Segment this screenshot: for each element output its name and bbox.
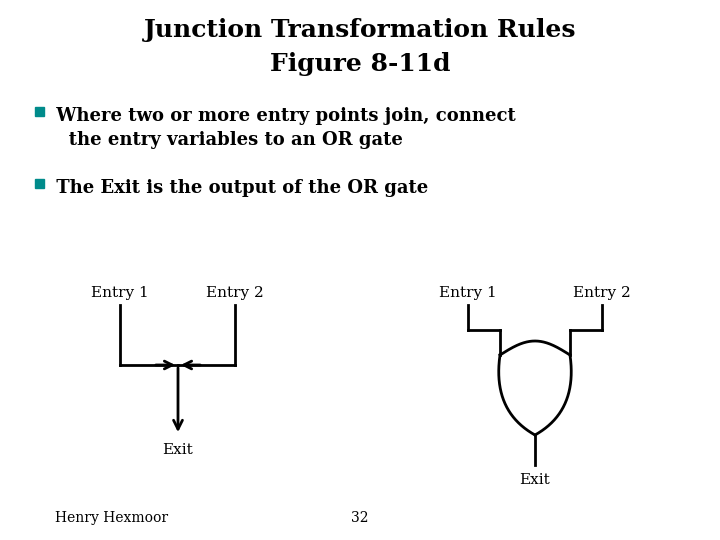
Text: The Exit is the output of the OR gate: The Exit is the output of the OR gate <box>50 179 428 197</box>
Text: Entry 2: Entry 2 <box>573 286 631 300</box>
Text: Exit: Exit <box>520 473 550 487</box>
Text: Entry 2: Entry 2 <box>206 286 264 300</box>
Text: Exit: Exit <box>163 443 194 457</box>
Text: Junction Transformation Rules: Junction Transformation Rules <box>144 18 576 42</box>
Text: Henry Hexmoor: Henry Hexmoor <box>55 511 168 525</box>
Text: Where two or more entry points join, connect: Where two or more entry points join, con… <box>50 107 516 125</box>
Text: Figure 8-11d: Figure 8-11d <box>270 52 450 76</box>
Bar <box>35 107 44 116</box>
Text: the entry variables to an OR gate: the entry variables to an OR gate <box>50 131 403 149</box>
Bar <box>35 179 44 188</box>
Text: Entry 1: Entry 1 <box>439 286 497 300</box>
Text: Entry 1: Entry 1 <box>91 286 149 300</box>
Text: 32: 32 <box>351 511 369 525</box>
